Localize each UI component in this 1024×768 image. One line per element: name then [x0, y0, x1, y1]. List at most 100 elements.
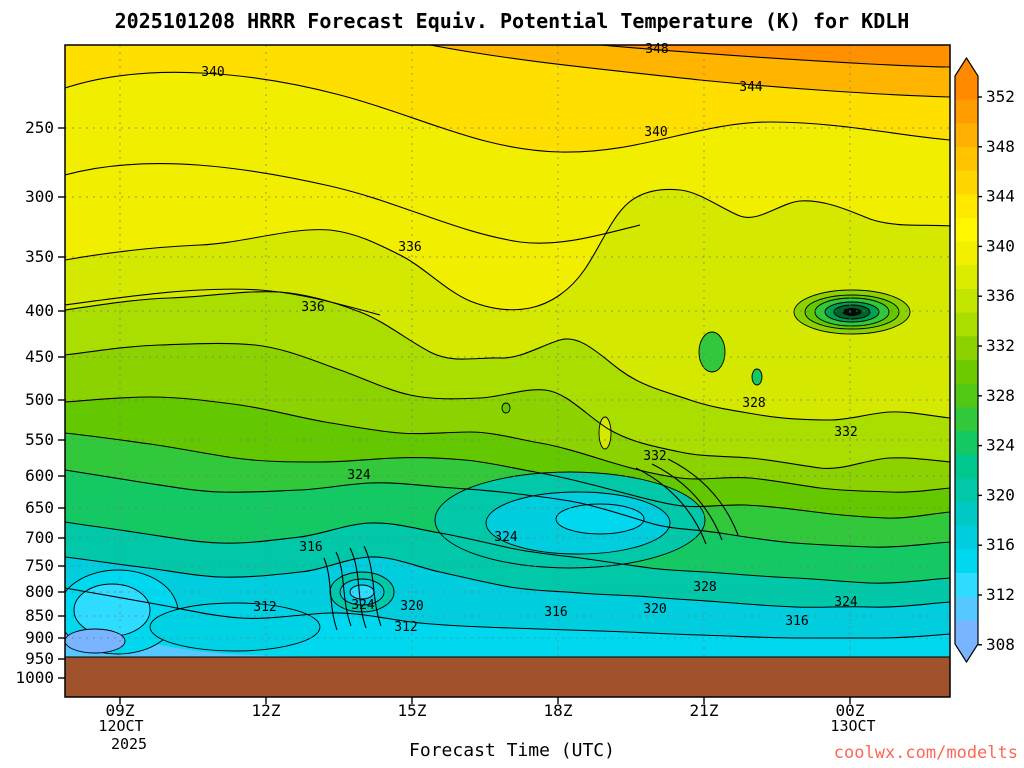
pressure-tick-label: 500: [25, 390, 54, 409]
date-label: 12OCT: [98, 717, 143, 735]
colorbar-band: [955, 289, 978, 314]
contour-label: 348: [645, 42, 668, 57]
colorbar-band: [955, 407, 978, 432]
contour-line: [335, 551, 352, 627]
colorbar-band: [955, 360, 978, 385]
pressure-tick-label: 800: [25, 582, 54, 601]
colorbar-band: [955, 99, 978, 124]
pressure-tick-label: 250: [25, 118, 54, 137]
contour-label: 328: [693, 580, 716, 595]
contour-line: [323, 557, 338, 631]
contour-label: 332: [834, 425, 857, 440]
pressure-tick-label: 400: [25, 301, 54, 320]
pressure-tick-label: 1000: [15, 668, 54, 687]
colorbar-band: [955, 265, 978, 290]
closed-contour-pocket: [698, 331, 726, 373]
colorbar-tick-label: 344: [986, 187, 1015, 206]
contour-label: 340: [644, 125, 667, 140]
colorbar-tick-label: 328: [986, 386, 1015, 405]
contour-line: [65, 469, 950, 548]
grid-lines: [65, 45, 950, 697]
contour-line: [65, 396, 950, 493]
pressure-tick-label: 550: [25, 430, 54, 449]
colorbar-band: [955, 170, 978, 195]
colorbar-band: [955, 573, 978, 598]
contour-line: [65, 163, 641, 244]
pressure-tick-label: 950: [25, 649, 54, 668]
chart-title: 2025101208 HRRR Forecast Equiv. Potentia…: [114, 9, 910, 33]
x-axis-title: Forecast Time (UTC): [409, 740, 615, 761]
date-label: 2025: [111, 735, 147, 753]
pressure-tick-label: 350: [25, 247, 54, 266]
contour-line: [651, 463, 723, 541]
colorbar-band: [955, 596, 978, 621]
colorbar-band: [955, 478, 978, 503]
filled-contour-field: [65, 45, 950, 697]
time-tick-label: 15Z: [398, 701, 427, 720]
pressure-tick-label: 450: [25, 347, 54, 366]
colorbar-tick-label: 324: [986, 436, 1015, 455]
colorbar-tick-label: 312: [986, 585, 1015, 604]
colorbar-tick-label: 336: [986, 286, 1015, 305]
colorbar-band: [955, 502, 978, 527]
colorbar-band: [955, 123, 978, 148]
colorbar-tick-label: 332: [986, 336, 1015, 355]
pressure-tick-label: 700: [25, 528, 54, 547]
colorbar-band: [955, 241, 978, 266]
colorbar-tick-label: 352: [986, 87, 1015, 106]
colorbar-band: [955, 454, 978, 479]
contour-line: [65, 288, 381, 316]
closed-contour-pocket: [555, 503, 645, 535]
contour-label: 340: [201, 65, 224, 80]
colorbar-band: [955, 194, 978, 219]
colorbar-band: [955, 549, 978, 574]
pressure-tick-label: 900: [25, 628, 54, 647]
contour-label: 336: [301, 300, 324, 315]
contour-label: 316: [299, 540, 322, 555]
closed-contour-pocket: [65, 628, 126, 654]
contour-line: [65, 521, 950, 584]
time-tick-label: 18Z: [544, 701, 573, 720]
closed-contour-pocket: [149, 602, 321, 652]
contour-label: 324: [834, 595, 858, 610]
colorbar-outline: [954, 56, 979, 664]
contour-label: 320: [400, 599, 423, 614]
colorbar-tick-label: 340: [986, 236, 1015, 255]
filled-band: [65, 45, 950, 67]
contour-line: [599, 45, 950, 68]
contour-label: 324: [494, 530, 518, 545]
closed-contour-pocket: [751, 368, 763, 386]
contour-label: 316: [544, 605, 567, 620]
contour-label: 324: [351, 598, 375, 613]
colorbar-band: [955, 312, 978, 337]
time-tick-label: 00Z: [836, 701, 865, 720]
colorbar: 352 348 344 340 336 332 328 324 320 316 312 308: [954, 56, 1015, 664]
colorbar-cap: [955, 58, 978, 76]
closed-contour-pocket: [598, 416, 612, 450]
pressure-tick-label: 300: [25, 187, 54, 206]
colorbar-tick-label: 320: [986, 485, 1015, 504]
date-label: 13OCT: [830, 717, 875, 735]
contour-line: [65, 432, 950, 519]
contour-line: [65, 587, 950, 639]
contour-line: [65, 291, 950, 421]
contour-label: 332: [643, 449, 666, 464]
pressure-tick-label: 600: [25, 466, 54, 485]
pressure-tick-label: 750: [25, 556, 54, 575]
contour-label: 312: [253, 600, 276, 615]
colorbar-band: [955, 431, 978, 456]
contour-line: [363, 545, 382, 627]
pressure-tick-label: 650: [25, 498, 54, 517]
colorbar-tick-label: 308: [986, 635, 1015, 654]
colorbar-band: [955, 525, 978, 550]
contour-line: [429, 45, 950, 98]
contour-label: 320: [643, 602, 666, 617]
plot-border: [64, 44, 951, 698]
contour-label: 336: [398, 240, 421, 255]
contour-line: [65, 556, 950, 608]
contour-lines: [65, 45, 950, 639]
time-tick-label: 09Z: [106, 701, 135, 720]
pressure-tick-label: 850: [25, 606, 54, 625]
